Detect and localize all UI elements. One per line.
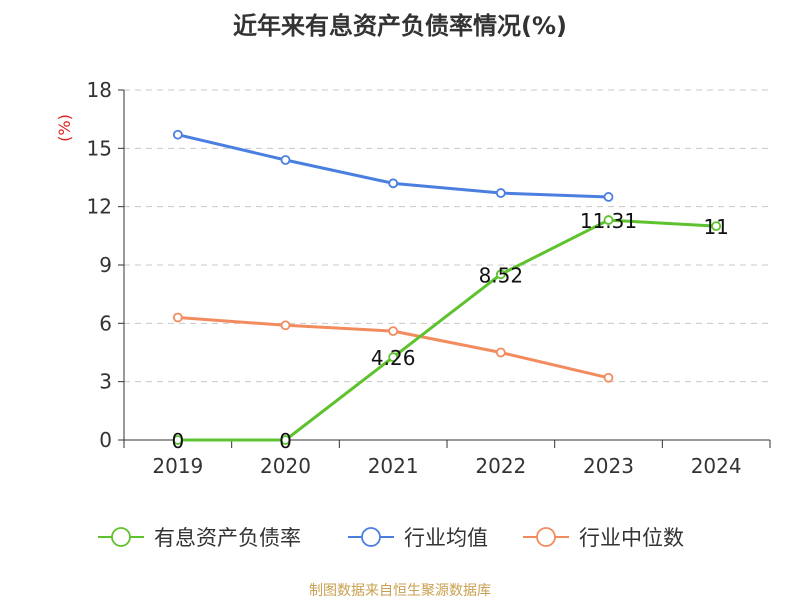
axes: 0 3 6 9 12 15 18 (%) 2019 2020 2021 2022 2023 2024 [55,78,771,478]
y-tick-label: 9 [99,253,112,277]
data-point [388,352,399,363]
x-tick-label: 2023 [583,454,634,478]
y-tick-label: 15 [87,136,112,160]
data-point [603,192,614,202]
data-point [388,326,399,337]
grid-lines [124,89,770,383]
legend: 有息资产负债率 行业均值 行业中位数 [98,526,684,550]
legend-label: 行业中位数 [579,526,684,550]
data-label: 11 [703,215,728,239]
series-line [177,218,717,442]
source-note: 制图数据来自恒生聚源数据库 [309,583,491,599]
data-label: 4.26 [371,346,416,370]
data-point [172,312,183,323]
data-point [711,221,722,232]
x-tick-label: 2021 [368,454,419,478]
x-tick-label: 2020 [260,454,311,478]
x-tick-label: 2019 [152,454,203,478]
y-axis-label: (%) [55,114,74,142]
y-tick-label: 6 [99,311,112,335]
data-label: 0 [171,429,184,453]
data-label: 0 [279,429,292,453]
y-tick-label: 12 [87,195,112,219]
legend-marker [111,527,131,547]
x-tick-label: 2024 [691,454,742,478]
data-labels: 0 0 4.26 8.52 11.31 11 [171,209,728,453]
data-point [172,435,183,445]
data-point [280,320,291,331]
data-point [280,155,291,165]
data-point [172,129,183,140]
data-label: 8.52 [479,263,524,287]
data-point [495,188,506,198]
data-point [603,215,614,225]
series-lines [172,129,722,445]
legend-label: 行业均值 [404,526,488,550]
x-tick-label: 2022 [475,454,526,478]
y-tick-label: 3 [99,370,112,394]
data-point [603,372,614,383]
data-point [495,269,506,280]
legend-marker [536,527,556,547]
legend-label: 有息资产负债率 [154,526,301,550]
y-tick-label: 0 [99,428,112,452]
data-point [388,178,399,189]
data-point [280,435,291,445]
data-point [495,347,506,358]
chart-title: 近年来有息资产负债率情况(%) [233,12,567,40]
y-tick-label: 18 [87,78,112,102]
legend-marker [361,527,381,547]
data-label: 11.31 [580,209,637,233]
